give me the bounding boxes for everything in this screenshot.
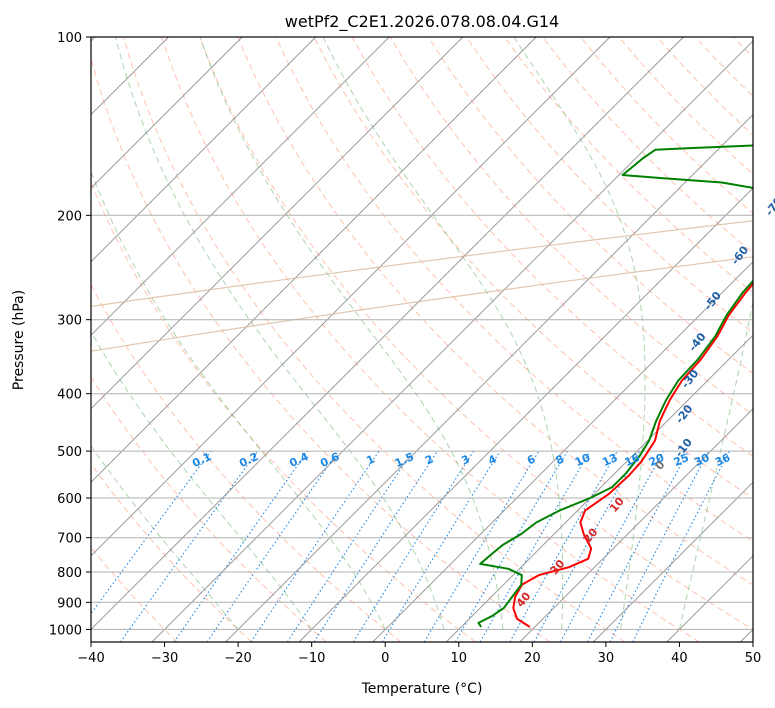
isotherm-line: [91, 37, 684, 631]
isotherm-line: [298, 187, 753, 642]
mixing-ratio-line: [509, 450, 618, 642]
x-tick-label: −10: [298, 651, 325, 666]
plot-area: [91, 37, 753, 642]
isotherm-line: [445, 334, 753, 642]
dry-adiabat-line: [91, 376, 327, 642]
mixing-ratio-line: [250, 450, 380, 642]
x-tick-label: 30: [598, 651, 615, 666]
dry-adiabat-line: [123, 37, 625, 642]
dry-adiabat-line: [275, 37, 753, 542]
mixing-ratio-line: [632, 450, 731, 642]
isotherm-line: [91, 37, 317, 263]
mixing-ratio-label: 20: [647, 451, 667, 469]
y-tick-label: 100: [57, 31, 82, 46]
isotherm-line: [91, 37, 464, 410]
isotherm-line: [225, 113, 753, 642]
chart-title: wetPf2_C2E1.2026.078.08.04.G14: [285, 12, 559, 32]
dry-adiabat-line: [161, 37, 700, 642]
dry-adiabat-line: [199, 37, 753, 630]
x-tick-label: 0: [381, 651, 389, 666]
reference-curve: [91, 256, 753, 352]
dry-adiabat-line: [313, 37, 753, 500]
y-tick-label: 300: [57, 314, 82, 329]
temperature-profile: [512, 282, 753, 628]
moist-adiabat-line: [513, 37, 646, 630]
moist-adiabat-line: [91, 444, 239, 630]
isotherm-line: [91, 37, 243, 189]
isotherm-line: [519, 408, 753, 642]
moist-adiabat-line: [91, 330, 313, 630]
x-axis-label: Temperature (°C): [361, 681, 483, 697]
x-tick-label: 10: [451, 651, 468, 666]
saturation-label: -70: [763, 195, 775, 219]
chart-grid: [91, 37, 775, 642]
dewpoint-profile: [477, 144, 753, 628]
y-tick-label: 500: [57, 445, 82, 460]
mixing-ratio-label: 10: [573, 451, 593, 469]
mixing-ratio-line: [173, 450, 309, 642]
mixing-ratio-label: 25: [672, 451, 691, 469]
mixing-ratio-line: [91, 450, 212, 615]
dry-adiabat-line: [91, 463, 253, 642]
x-tick-label: −20: [224, 651, 251, 666]
moist-adiabat-line: [115, 37, 445, 630]
mixing-ratio-line: [381, 450, 501, 642]
plot-background: [91, 37, 753, 642]
y-tick-label: 200: [57, 209, 82, 224]
isotherm-line: [91, 37, 611, 557]
plot-frame: [90, 36, 754, 643]
reference-curve: [91, 220, 753, 308]
moist-adiabat-line: [678, 298, 753, 630]
mixing-ratio-line: [560, 450, 665, 642]
mixing-ratio-line: [119, 450, 259, 642]
mixing-ratio-line: [352, 450, 475, 642]
axes: −40 −30 −20 −10 0 10 20 30 40 50 100 200 300 400 500 60…: [49, 31, 761, 666]
y-axis-label: Pressure (hPa): [11, 290, 27, 390]
x-tick-label: −30: [151, 651, 178, 666]
series-layer: [477, 144, 753, 628]
isotherm-line: [592, 481, 753, 642]
mixing-ratio-label: 16: [623, 451, 643, 469]
y-tick-label: 600: [57, 492, 82, 507]
isotherm-line: [91, 37, 537, 483]
x-tick-label: 20: [524, 651, 541, 666]
dry-adiabat-line: [771, 37, 775, 642]
isotherm-line: [91, 37, 390, 336]
x-tick-label: 50: [745, 651, 762, 666]
y-tick-label: 1000: [49, 623, 82, 638]
y-tick-label: 900: [57, 596, 82, 611]
mixing-ratio-line: [286, 450, 414, 642]
mixing-ratio-label: 30: [692, 451, 712, 469]
mixing-ratio-line: [206, 450, 339, 642]
y-tick-label: 700: [57, 532, 82, 547]
isotherm-line: [372, 261, 753, 642]
x-tick-label: −40: [77, 651, 104, 666]
y-tick-label: 800: [57, 566, 82, 581]
dry-adiabat-line: [91, 56, 551, 642]
moist-adiabat-line: [91, 170, 386, 630]
moist-adiabat-line: [199, 37, 504, 630]
y-tick-label: 400: [57, 388, 82, 403]
mixing-ratio-label: 36: [713, 451, 733, 469]
mixing-ratio-label: 13: [600, 451, 619, 469]
x-tick-label: 40: [671, 651, 688, 666]
isotherm-line: [151, 40, 753, 642]
mixing-ratio-line: [313, 450, 438, 642]
axes-frame: [90, 36, 754, 643]
